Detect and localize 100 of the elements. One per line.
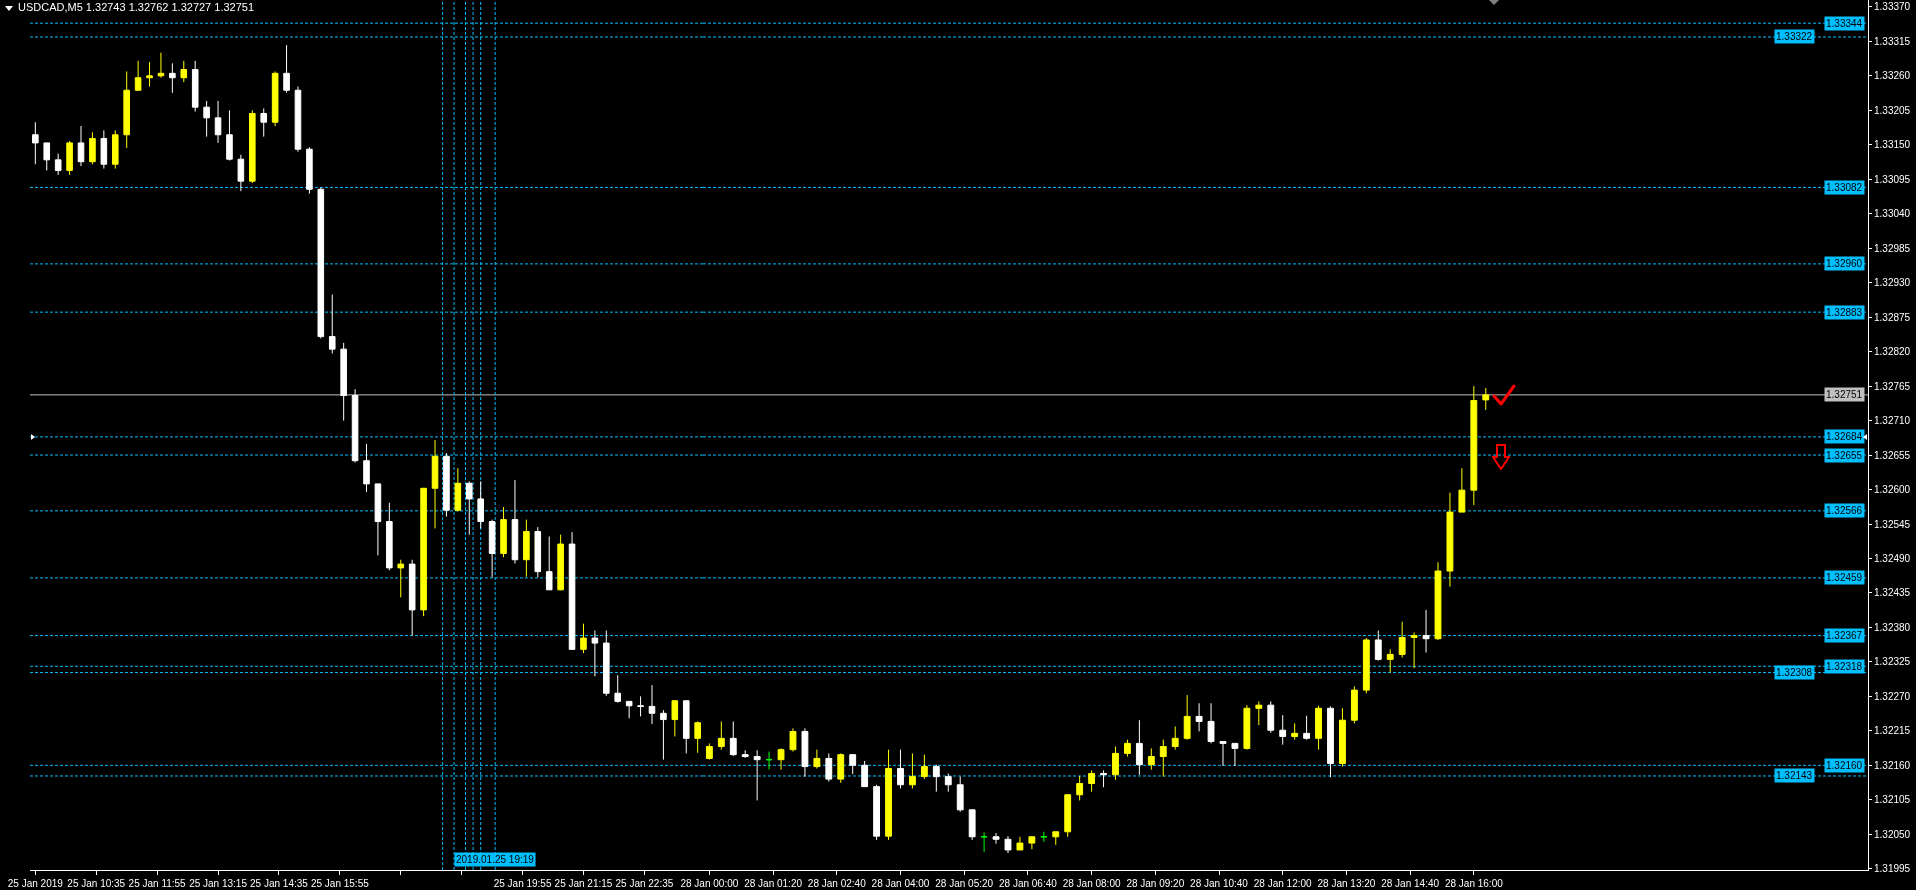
candlestick: [283, 44, 290, 94]
candlestick: [980, 831, 988, 853]
chart-title: USDCAD,M5 1.32743 1.32762 1.32727 1.32751: [18, 0, 255, 13]
y-tick-label: 1.32765: [1874, 380, 1911, 392]
x-tick-label: 25 Jan 19:55: [493, 878, 552, 889]
x-tick-label: 25 Jan 21:15: [554, 878, 613, 889]
ref-line-label: 1.33082: [1826, 182, 1863, 193]
x-tick-label: 25 Jan 2019: [7, 878, 64, 889]
x-tick-label: 25 Jan 13:15: [189, 878, 248, 889]
candlestick: [861, 760, 869, 788]
ref-line-label: 1.32883: [1826, 307, 1863, 318]
ref-line-label: 1.32751: [1826, 389, 1863, 400]
candlestick: [500, 506, 507, 558]
candlestick: [32, 121, 39, 165]
x-tick-label: 28 Jan 01:20: [744, 878, 803, 889]
x-tick-label: 25 Jan 22:35: [615, 878, 674, 889]
ref-line-label: 1.32160: [1826, 760, 1863, 771]
candlestick: [443, 452, 450, 517]
x-tick-label: 28 Jan 02:40: [807, 878, 867, 889]
candlestick: [420, 487, 427, 617]
candlestick: [1207, 702, 1215, 744]
y-tick-label: 1.33205: [1874, 104, 1911, 116]
candlestick: [431, 439, 439, 529]
candlestick: [944, 772, 952, 793]
candlestick: [1458, 467, 1466, 513]
candlestick: [1255, 700, 1263, 726]
candlestick: [837, 752, 845, 784]
y-tick-label: 1.31995: [1874, 863, 1911, 875]
x-tick-label: 28 Jan 12:00: [1253, 878, 1313, 889]
candlestick: [180, 60, 188, 83]
candlestick: [1183, 694, 1191, 741]
candlestick: [1064, 793, 1072, 838]
candlestick: [1076, 775, 1084, 801]
candlestick: [1243, 704, 1251, 751]
candlestick: [1398, 621, 1406, 659]
y-tick-label: 1.32600: [1874, 484, 1911, 496]
candlestick: [992, 832, 1000, 845]
candlestick: [580, 623, 587, 654]
candlestick: [956, 776, 964, 813]
candlestick: [625, 700, 633, 719]
y-tick-label: 1.32215: [1874, 725, 1911, 737]
candlestick: [191, 60, 199, 113]
candlestick: [397, 559, 405, 598]
y-tick-label: 1.32435: [1874, 587, 1911, 599]
candlestick: [237, 154, 245, 192]
candlestick: [363, 443, 370, 493]
x-tick-label: 25 Jan 10:35: [67, 878, 126, 889]
candlestick: [885, 749, 892, 841]
ref-line-label: 1.32318: [1826, 661, 1863, 672]
candlestick: [1470, 385, 1478, 506]
x-tick-label: 28 Jan 00:00: [680, 878, 739, 889]
candlestick: [1422, 609, 1430, 653]
candlestick: [813, 749, 821, 769]
candlestick: [1016, 836, 1024, 851]
candlestick: [1315, 705, 1322, 751]
y-tick-label: 1.33040: [1874, 208, 1911, 220]
candlestick: [557, 534, 564, 591]
candlestick: [1135, 719, 1143, 776]
candlestick: [77, 125, 85, 167]
candlestick: [1303, 715, 1311, 741]
candlestick: [603, 630, 610, 697]
x-tick-label: 28 Jan 16:00: [1444, 878, 1504, 889]
candlestick: [134, 60, 142, 91]
candlestick: [682, 699, 690, 754]
y-tick-label: 1.33260: [1874, 70, 1911, 82]
candlestick: [825, 752, 833, 783]
x-tick-label: 28 Jan 10:40: [1190, 878, 1249, 889]
candlestick: [1195, 702, 1203, 732]
ref-line-label: 1.33322: [1776, 31, 1813, 42]
candlestick: [203, 100, 210, 138]
y-tick-label: 1.32380: [1874, 621, 1911, 633]
y-tick-label: 1.32050: [1874, 828, 1911, 840]
candlestick: [249, 109, 256, 184]
y-tick-label: 1.32930: [1874, 277, 1911, 289]
candlestick: [1088, 769, 1096, 793]
candlestick: [873, 784, 881, 841]
candlestick: [1219, 741, 1227, 767]
candlestick: [43, 142, 51, 171]
candlestick: [897, 749, 904, 790]
ref-line-label: 1.32308: [1776, 667, 1813, 678]
candlestick: [1482, 387, 1490, 411]
ref-line-label: 1.32960: [1826, 258, 1863, 269]
candlestick: [789, 727, 797, 753]
candlestick: [1112, 746, 1119, 781]
candlestick: [317, 186, 325, 339]
candlestick: [765, 751, 773, 771]
candlestick: [351, 388, 359, 464]
candlestick: [1350, 685, 1358, 724]
candlestick: [694, 720, 701, 754]
x-tick-label: 28 Jan 06:40: [998, 878, 1058, 889]
candlestick: [226, 109, 233, 161]
candlestick: [100, 129, 108, 170]
ref-line-label: 1.32367: [1826, 630, 1863, 641]
candlestick: [648, 684, 656, 725]
candlestick: [465, 480, 473, 536]
candlestick: [741, 749, 749, 759]
y-tick-label: 1.32270: [1874, 690, 1911, 702]
candlestick: [1052, 831, 1060, 846]
candlestick: [523, 519, 530, 578]
candlestick: [374, 483, 382, 556]
